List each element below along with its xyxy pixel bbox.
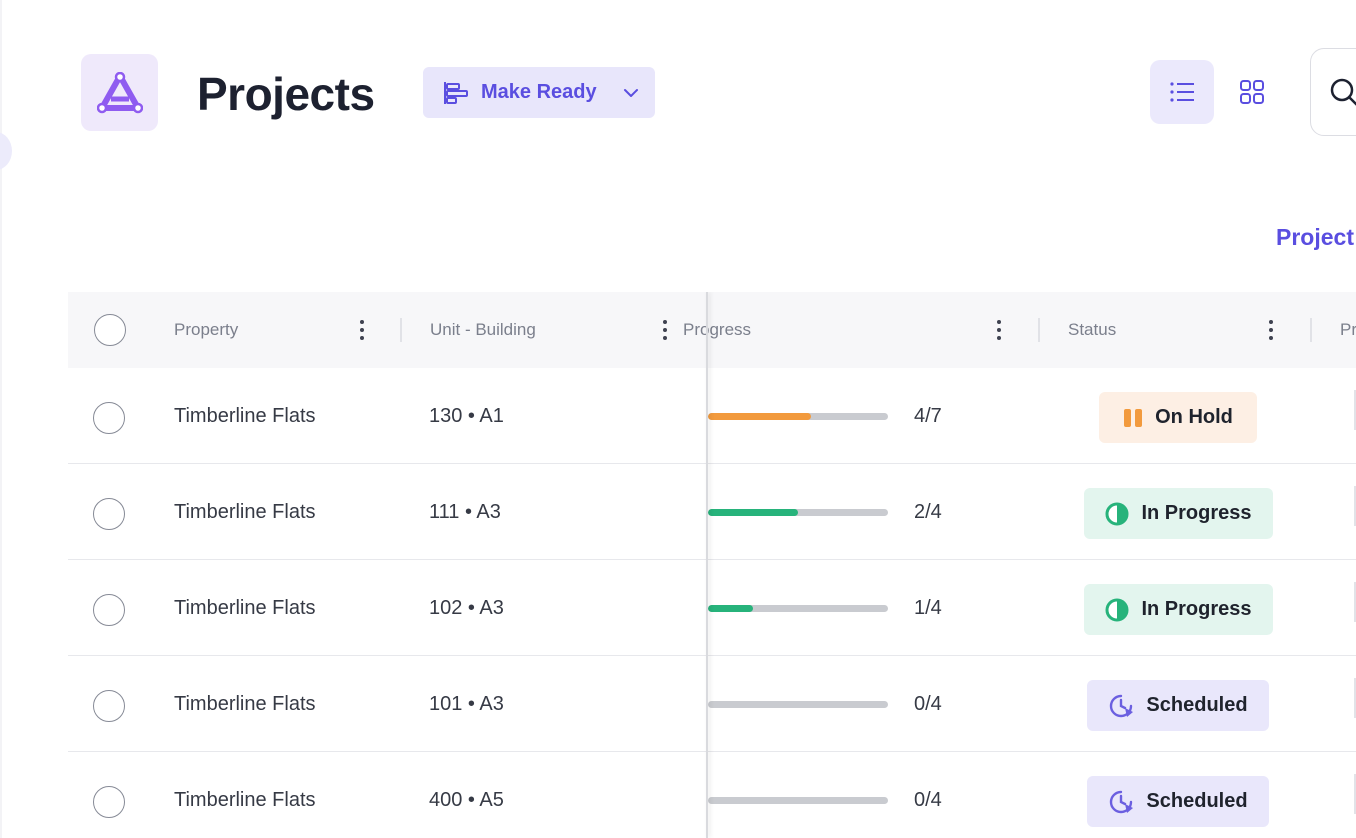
status-label: Scheduled: [1146, 694, 1248, 716]
grid-view-button[interactable]: [1228, 68, 1276, 116]
column-header-unit-building[interactable]: Unit - Building: [430, 292, 536, 368]
column-header-next[interactable]: Pr: [1340, 292, 1356, 368]
table-row[interactable]: Timberline Flats 102 • A3 1/4 In Progres…: [68, 560, 1356, 656]
more-vertical-icon[interactable]: [1266, 318, 1276, 342]
progress-count: 0/4: [914, 693, 942, 715]
progress-count: 1/4: [914, 597, 942, 619]
column-divider: [1354, 390, 1356, 430]
view-select-label: Make Ready: [481, 81, 597, 103]
column-divider: [1354, 774, 1356, 814]
search-icon: [1330, 78, 1356, 106]
row-divider: [68, 559, 1356, 560]
more-vertical-icon[interactable]: [660, 318, 670, 342]
column-divider: [1038, 318, 1040, 342]
unit-cell: 102 • A3: [429, 597, 504, 619]
progress-bar: [708, 413, 888, 420]
status-badge[interactable]: In Progress: [1084, 488, 1273, 539]
projects-table: Property Unit - Building Progress Status…: [68, 292, 1356, 838]
column-header-label: Progress: [683, 320, 752, 339]
clock-icon: [1110, 790, 1134, 813]
list-icon: [1170, 82, 1194, 102]
grid-icon: [1240, 80, 1264, 104]
triangle-logo-icon: [96, 71, 143, 113]
property-cell: Timberline Flats: [174, 501, 316, 523]
column-header-property[interactable]: Property: [174, 292, 238, 368]
progress-bar-fill: [708, 605, 753, 612]
progress-bar-fill: [708, 413, 811, 420]
column-header-label: Status: [1068, 320, 1117, 339]
status-label: Scheduled: [1146, 790, 1248, 812]
progress-bar: [708, 509, 888, 516]
row-checkbox[interactable]: [93, 786, 125, 818]
sidebar-toggle[interactable]: [0, 132, 12, 170]
app-logo: [81, 54, 158, 131]
progress-bar: [708, 605, 888, 612]
property-cell: Timberline Flats: [174, 405, 316, 427]
row-checkbox[interactable]: [93, 498, 125, 530]
status-badge[interactable]: In Progress: [1084, 584, 1273, 635]
status-badge[interactable]: Scheduled: [1087, 776, 1269, 827]
row-divider: [68, 655, 1356, 656]
half-circle-icon: [1105, 502, 1129, 525]
column-header-label: Unit - Building: [430, 320, 536, 339]
table-row[interactable]: Timberline Flats 111 • A3 2/4 In Progres…: [68, 464, 1356, 560]
progress-bar-fill: [708, 509, 798, 516]
column-divider: [1354, 486, 1356, 526]
progress-count: 2/4: [914, 501, 942, 523]
column-header-label: Property: [174, 320, 239, 339]
column-header-progress[interactable]: Progress: [683, 292, 751, 368]
gantt-icon: [444, 81, 468, 104]
unit-cell: 101 • A3: [429, 693, 504, 715]
sidebar-edge: [0, 0, 2, 838]
more-vertical-icon[interactable]: [357, 318, 367, 342]
half-circle-icon: [1105, 598, 1129, 621]
table-row[interactable]: Timberline Flats 101 • A3 0/4 Scheduled: [68, 656, 1356, 752]
unit-cell: 111 • A3: [429, 501, 501, 523]
status-badge[interactable]: On Hold: [1099, 392, 1257, 443]
column-divider: [1354, 678, 1356, 718]
progress-count: 4/7: [914, 405, 942, 427]
status-label: In Progress: [1141, 502, 1252, 524]
progress-bar: [708, 701, 888, 708]
status-label: In Progress: [1141, 598, 1252, 620]
row-checkbox[interactable]: [93, 690, 125, 722]
column-divider: [1354, 582, 1356, 622]
row-divider: [68, 751, 1356, 752]
table-row[interactable]: Timberline Flats 400 • A5 0/4 Scheduled: [68, 752, 1356, 838]
pause-icon: [1124, 408, 1143, 427]
column-divider: [1310, 318, 1312, 342]
select-all-checkbox[interactable]: [94, 314, 126, 346]
frozen-column-edge: [706, 292, 708, 838]
status-label: On Hold: [1155, 406, 1233, 428]
property-cell: Timberline Flats: [174, 693, 316, 715]
clock-icon: [1110, 694, 1134, 717]
search-input[interactable]: [1310, 48, 1356, 136]
progress-count: 0/4: [914, 789, 942, 811]
property-cell: Timberline Flats: [174, 597, 316, 619]
chevron-down-icon: [623, 88, 639, 98]
column-header-status[interactable]: Status: [1068, 292, 1116, 368]
progress-bar: [708, 797, 888, 804]
property-cell: Timberline Flats: [174, 789, 316, 811]
page-title: Projects: [197, 68, 375, 120]
more-vertical-icon[interactable]: [994, 318, 1004, 342]
unit-cell: 130 • A1: [429, 405, 504, 427]
view-select-dropdown[interactable]: Make Ready: [423, 67, 655, 118]
unit-cell: 400 • A5: [429, 789, 504, 811]
row-checkbox[interactable]: [93, 594, 125, 626]
row-checkbox[interactable]: [93, 402, 125, 434]
table-header: Property Unit - Building Progress Status…: [68, 292, 1356, 368]
status-badge[interactable]: Scheduled: [1087, 680, 1269, 731]
column-divider: [400, 318, 402, 342]
row-divider: [68, 463, 1356, 464]
list-view-button[interactable]: [1150, 60, 1214, 124]
column-header-label: Pr: [1340, 320, 1356, 339]
table-row[interactable]: Timberline Flats 130 • A1 4/7 On Hold: [68, 368, 1356, 464]
project-link[interactable]: Project: [1276, 224, 1354, 250]
